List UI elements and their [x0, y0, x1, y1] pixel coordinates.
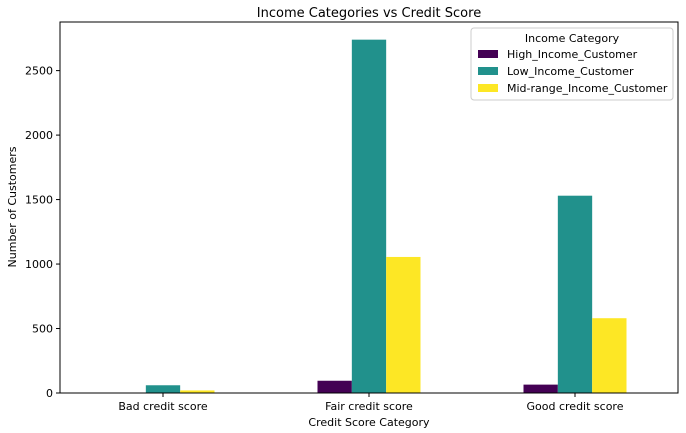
legend-swatch	[478, 67, 498, 75]
legend-label: Mid-range_Income_Customer	[507, 82, 668, 95]
y-tick-label: 2500	[25, 65, 53, 78]
bar-high-income-customer-2	[523, 384, 558, 393]
legend-title: Income Category	[525, 32, 620, 45]
y-tick-label: 0	[46, 387, 53, 400]
y-tick-label: 1500	[25, 194, 53, 207]
y-tick-label: 500	[32, 323, 53, 336]
legend-swatch	[478, 84, 498, 92]
bar-low-income-customer-0	[145, 385, 181, 393]
bar-low-income-customer-2	[557, 195, 593, 393]
bar-mid-range-income-customer-0	[180, 390, 215, 393]
legend: Income Category High_Income_Customer Low_…	[470, 27, 674, 101]
y-tick-label: 2000	[25, 129, 53, 142]
x-tick-label: Fair credit score	[325, 400, 413, 413]
x-tick-label: Good credit score	[527, 400, 624, 413]
legend-box	[470, 27, 674, 101]
bar-high-income-customer-1	[317, 380, 352, 393]
y-axis-title: Number of Customers	[6, 146, 19, 267]
chart-title: Income Categories vs Credit Score	[257, 6, 481, 21]
bar-low-income-customer-1	[351, 39, 387, 394]
bar-mid-range-income-customer-2	[592, 318, 627, 393]
x-axis-title: Credit Score Category	[308, 416, 430, 429]
legend-swatch	[478, 50, 498, 58]
y-tick-label: 1000	[25, 258, 53, 271]
x-tick-label: Bad credit score	[118, 400, 208, 413]
legend-label: Low_Income_Customer	[507, 65, 634, 78]
bar-mid-range-income-customer-1	[386, 256, 421, 393]
plot-area	[145, 39, 627, 394]
legend-label: High_Income_Customer	[507, 48, 638, 61]
